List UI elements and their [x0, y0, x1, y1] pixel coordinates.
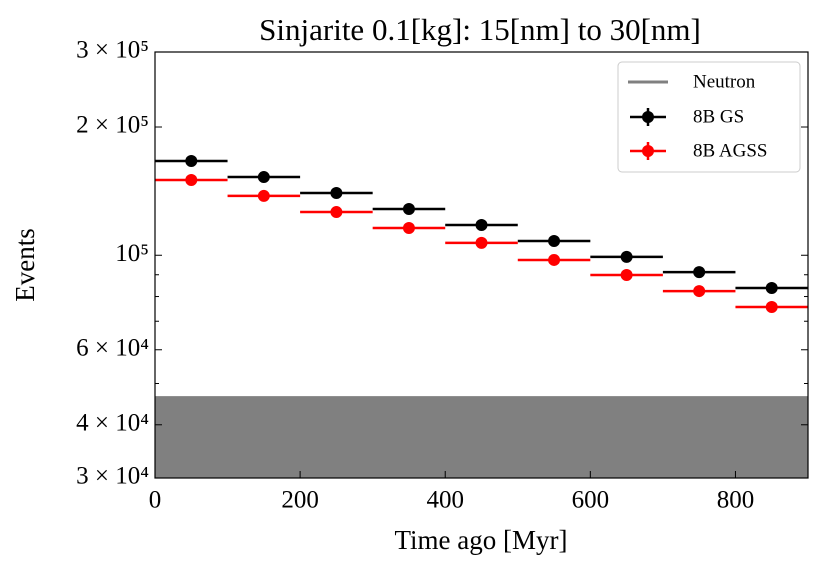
point: [620, 250, 633, 263]
point: [693, 266, 706, 279]
x-axis-label: Time ago [Myr]: [395, 525, 568, 555]
x-tick-label: 800: [717, 487, 755, 514]
point: [257, 189, 270, 202]
plot-frame: [154, 51, 809, 479]
point: [548, 235, 561, 248]
legend-box: [617, 61, 801, 173]
x-tick-label: 200: [281, 487, 319, 514]
legend-label: 8B GS: [693, 106, 744, 127]
point: [475, 236, 488, 249]
point: [765, 301, 778, 314]
y-tick-label: 3 × 10⁵: [76, 37, 149, 64]
legend-label: Neutron: [693, 71, 756, 92]
y-tick-label: 6 × 10⁴: [76, 334, 149, 361]
y-tick-label: 10⁵: [115, 240, 149, 267]
point: [185, 173, 198, 186]
neutron-band: [155, 396, 808, 478]
x-tick-label: 400: [426, 487, 464, 514]
point: [330, 206, 343, 219]
y-tick-label: 4 × 10⁴: [76, 410, 149, 437]
point: [185, 155, 198, 168]
point: [330, 187, 343, 200]
point: [257, 171, 270, 184]
legend-marker: [642, 111, 654, 123]
point: [402, 203, 415, 216]
point: [620, 268, 633, 281]
point: [475, 218, 488, 231]
y-axis-label: Events: [10, 228, 40, 302]
chart-title: Sinjarite 0.1[kg]: 15[nm] to 30[nm]: [259, 12, 701, 47]
legend-marker: [642, 145, 654, 157]
point: [765, 281, 778, 294]
point: [402, 221, 415, 234]
x-tick-label: 600: [572, 487, 610, 514]
x-tick-label: 0: [149, 487, 162, 514]
y-tick-label: 3 × 10⁴: [76, 463, 149, 490]
point: [548, 253, 561, 266]
y-tick-label: 2 × 10⁵: [76, 112, 149, 139]
legend-label: 8B AGSS: [693, 140, 767, 161]
point: [693, 285, 706, 298]
